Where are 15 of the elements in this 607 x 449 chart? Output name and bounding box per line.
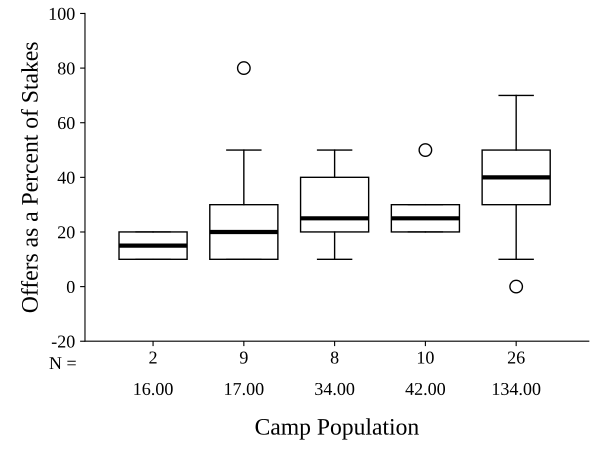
y-tick-label: 60 — [58, 116, 75, 130]
y-axis-title: Offers as a Percent of Stakes — [20, 42, 38, 312]
x-tick-label: 26 134.00 — [492, 352, 540, 396]
y-tick-label: 80 — [58, 62, 75, 75]
y-tick-label: 40 — [58, 172, 75, 184]
x-tick-label: 2 16.00 — [134, 352, 173, 396]
y-tick-label: -20 — [52, 335, 75, 348]
y-tick-label: 0 — [66, 280, 75, 294]
x-tick-label: 10 42.00 — [405, 351, 446, 396]
text: N = — [49, 357, 76, 370]
x-tick-label: 9 17.00 — [225, 352, 264, 396]
y-tick-label: 20 — [58, 226, 75, 238]
y-tick-label: 100 — [50, 8, 75, 20]
x-axis-title: Camp Population — [256, 418, 419, 440]
x-tick-label: 8 34.00 — [315, 351, 354, 396]
